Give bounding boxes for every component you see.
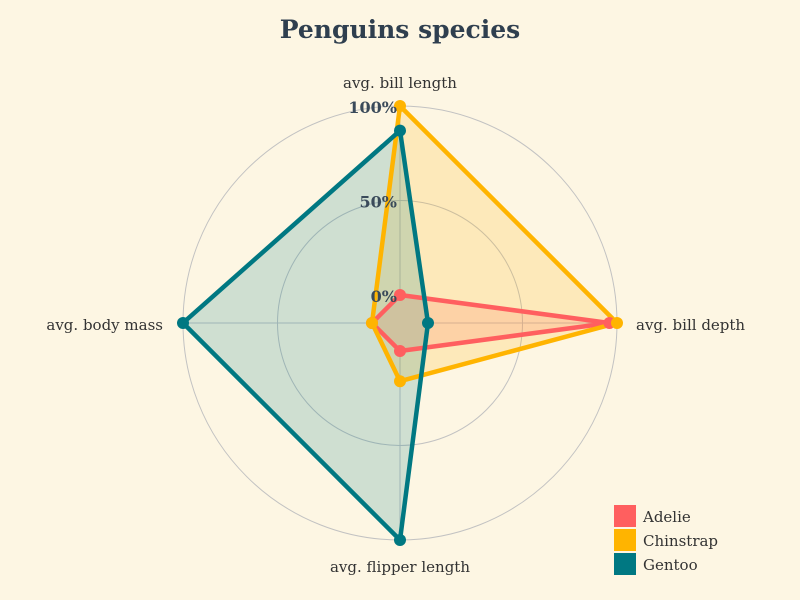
axis-label-body-mass: avg. body mass <box>46 316 163 334</box>
data-point-gentoo-3 <box>177 317 189 329</box>
radial-ticks: 0% 50% 100% <box>348 98 397 306</box>
legend-swatch-chinstrap <box>614 529 636 551</box>
data-point-chinstrap-0 <box>394 100 406 112</box>
series-points <box>177 100 623 546</box>
series-area-gentoo <box>183 130 428 540</box>
data-point-adelie-2 <box>394 345 406 357</box>
legend: Adelie Chinstrap Gentoo <box>614 505 718 575</box>
legend-label-chinstrap: Chinstrap <box>643 532 718 550</box>
axis-label-flipper-length: avg. flipper length <box>330 558 470 576</box>
series-areas <box>183 106 617 540</box>
data-point-gentoo-2 <box>394 534 406 546</box>
tick-label-100: 100% <box>348 98 397 117</box>
data-point-chinstrap-3 <box>366 317 378 329</box>
data-point-chinstrap-2 <box>394 375 406 388</box>
legend-label-adelie: Adelie <box>642 508 691 526</box>
data-point-adelie-0 <box>394 289 406 301</box>
axis-label-bill-depth: avg. bill depth <box>636 316 745 334</box>
legend-swatch-gentoo <box>614 553 636 575</box>
data-point-chinstrap-1 <box>611 317 623 329</box>
legend-swatch-adelie <box>614 505 636 527</box>
series-area-chinstrap <box>372 106 617 382</box>
data-point-gentoo-0 <box>394 124 406 137</box>
tick-label-0: 0% <box>371 287 397 306</box>
chart-title: Penguins species <box>280 15 520 44</box>
legend-label-gentoo: Gentoo <box>643 556 698 574</box>
tick-label-50: 50% <box>360 193 397 212</box>
data-point-gentoo-1 <box>422 317 434 329</box>
series-area-adelie <box>372 295 610 351</box>
axis-label-bill-length: avg. bill length <box>343 74 457 92</box>
